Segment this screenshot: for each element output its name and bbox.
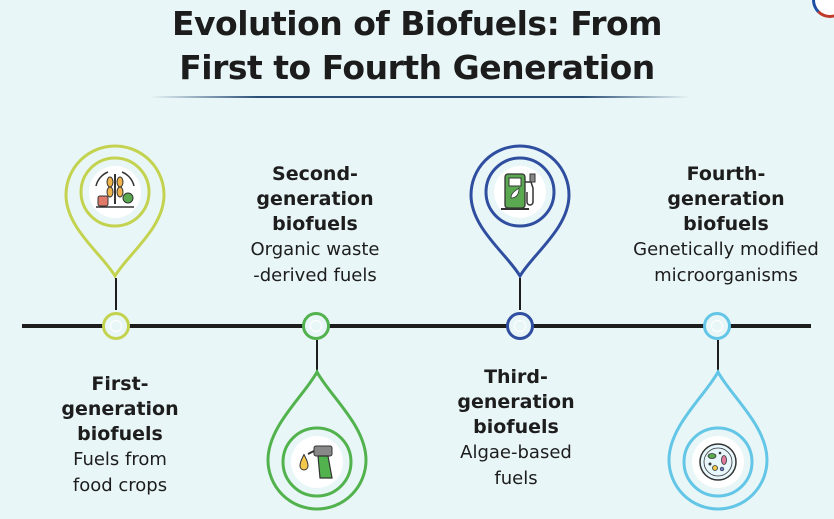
- timeline-node-stage-3: [506, 312, 534, 340]
- stage-3-text: Third- generation biofuels Algae-based f…: [416, 365, 616, 492]
- pin-marker-stage-1: [64, 144, 166, 279]
- timeline-node-stage-2: [302, 312, 330, 340]
- drop-marker-stage-2: [266, 368, 368, 511]
- stage-4-description: Genetically modified microorganisms: [633, 239, 819, 286]
- stage-2-text: Second- generation biofuels Organic wast…: [215, 162, 415, 289]
- corner-logo: [812, 0, 834, 18]
- stage-4-heading: Fourth- generation biofuels: [667, 163, 785, 235]
- stage-1-text: First- generation biofuels Fuels from fo…: [20, 372, 220, 499]
- microorganism-icon: [699, 443, 737, 481]
- stage-1-heading: First- generation biofuels: [61, 373, 179, 445]
- connector-stage-1: [115, 278, 117, 310]
- connector-stage-2: [316, 340, 318, 372]
- timeline-axis: [22, 324, 811, 328]
- page-title: Evolution of Biofuels: From First to Fou…: [0, 2, 834, 90]
- pin-marker-stage-3: [469, 144, 571, 279]
- stage-2-heading: Second- generation biofuels: [256, 163, 374, 235]
- title-line-1: Evolution of Biofuels: From: [171, 4, 663, 43]
- title-underline: [150, 96, 690, 98]
- connector-stage-4: [717, 340, 719, 372]
- timeline-node-stage-1: [102, 312, 130, 340]
- stage-3-heading: Third- generation biofuels: [457, 366, 575, 438]
- crops-icon: [95, 171, 135, 208]
- stage-3-description: Algae-based fuels: [460, 442, 572, 489]
- drop-marker-stage-4: [667, 368, 769, 511]
- connector-stage-3: [519, 278, 521, 310]
- stage-2-description: Organic waste -derived fuels: [250, 239, 380, 286]
- stage-1-description: Fuels from food crops: [72, 449, 168, 496]
- stage-4-text: Fourth- generation biofuels Genetically …: [616, 162, 834, 289]
- timeline-node-stage-4: [703, 312, 731, 340]
- title-line-2: First to Fourth Generation: [179, 48, 655, 87]
- fuel-pump-icon: [501, 173, 536, 210]
- fuel-nozzle-icon: [299, 445, 333, 479]
